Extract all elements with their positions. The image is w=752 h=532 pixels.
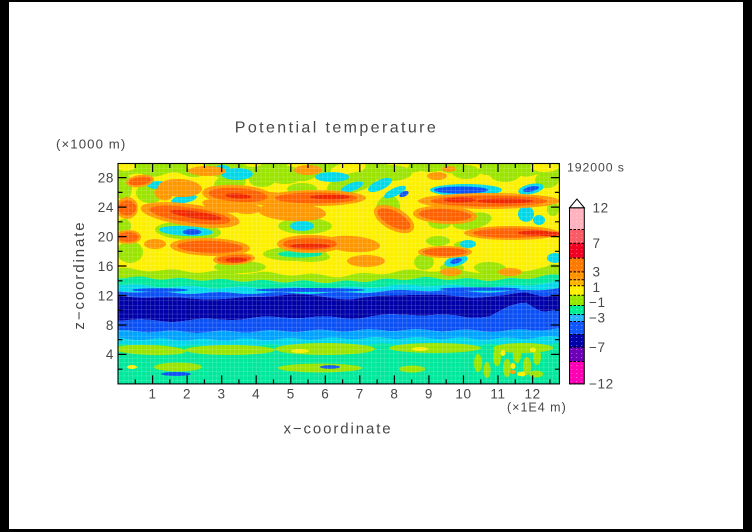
svg-text:−7: −7 <box>589 340 606 355</box>
svg-text:−12: −12 <box>589 377 614 392</box>
svg-text:4: 4 <box>106 347 114 362</box>
svg-text:4: 4 <box>252 387 260 402</box>
svg-text:28: 28 <box>98 170 114 185</box>
svg-text:16: 16 <box>98 259 114 274</box>
svg-text:5: 5 <box>287 387 295 402</box>
svg-text:7: 7 <box>356 387 364 402</box>
svg-text:12: 12 <box>593 201 609 216</box>
svg-text:9: 9 <box>425 387 433 402</box>
svg-text:8: 8 <box>106 318 114 333</box>
svg-text:−1: −1 <box>589 295 606 310</box>
svg-text:3: 3 <box>218 387 226 402</box>
svg-text:24: 24 <box>98 200 114 215</box>
svg-text:x−coordinate: x−coordinate <box>283 421 392 438</box>
svg-text:(×1000 m): (×1000 m) <box>56 136 126 151</box>
svg-text:−3: −3 <box>589 310 606 325</box>
svg-text:10: 10 <box>455 387 471 402</box>
svg-text:2: 2 <box>183 387 191 402</box>
svg-text:(×1E4 m): (×1E4 m) <box>507 401 567 415</box>
svg-text:7: 7 <box>593 236 601 251</box>
svg-text:3: 3 <box>593 265 601 280</box>
svg-text:192000 s: 192000 s <box>567 160 625 174</box>
svg-text:20: 20 <box>98 229 114 244</box>
svg-text:6: 6 <box>321 387 329 402</box>
svg-text:11: 11 <box>490 387 505 402</box>
svg-text:8: 8 <box>390 387 398 402</box>
svg-text:1: 1 <box>593 280 601 295</box>
svg-text:z−coordinate: z−coordinate <box>71 220 88 329</box>
svg-text:1: 1 <box>149 387 157 402</box>
svg-text:Potential temperature: Potential temperature <box>235 120 438 137</box>
svg-text:12: 12 <box>98 288 114 303</box>
svg-text:12: 12 <box>524 387 540 402</box>
